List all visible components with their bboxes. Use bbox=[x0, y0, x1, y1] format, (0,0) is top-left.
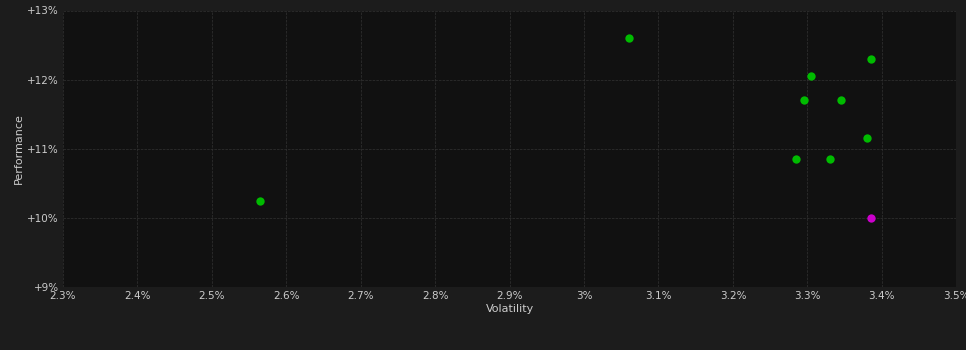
Point bbox=[863, 56, 878, 62]
X-axis label: Volatility: Volatility bbox=[486, 304, 533, 314]
Point bbox=[834, 98, 849, 103]
Point bbox=[822, 156, 838, 162]
Point bbox=[863, 215, 878, 221]
Point bbox=[860, 135, 875, 141]
Point bbox=[804, 74, 819, 79]
Y-axis label: Performance: Performance bbox=[14, 113, 24, 184]
Point bbox=[788, 156, 804, 162]
Point bbox=[621, 35, 637, 41]
Point bbox=[796, 98, 811, 103]
Point bbox=[252, 198, 268, 203]
